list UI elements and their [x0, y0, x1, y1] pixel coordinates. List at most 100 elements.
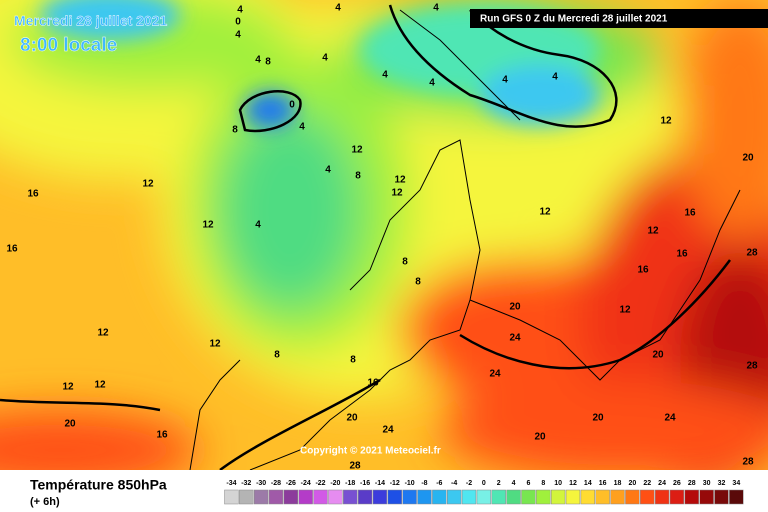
- contour-label: 12: [647, 226, 659, 237]
- scale-label: -24: [301, 480, 311, 487]
- scale-swatch: [328, 489, 343, 505]
- contour-label: 4: [255, 220, 261, 231]
- scale-swatch: [669, 489, 685, 505]
- contour-label: 28: [742, 457, 754, 468]
- contour-label: 12: [660, 116, 672, 127]
- copyright: Copyright © 2021 Meteociel.fr: [300, 446, 441, 457]
- scale-swatch: [343, 489, 358, 505]
- contour-label: 4: [235, 30, 241, 41]
- scale-label: -2: [466, 480, 472, 487]
- contour-label: 20: [592, 413, 604, 424]
- scale-label: -8: [421, 480, 427, 487]
- scale-label: -32: [241, 480, 251, 487]
- color-scale: -34 -32 -30 -28 -26 -24 -22 -20 -18 -16 -14 -12 -10-…: [224, 480, 744, 505]
- date-label: Mercredi 28 juillet 2021: [14, 13, 168, 29]
- contour-label: 16: [684, 208, 696, 219]
- contour-label: 4: [299, 122, 305, 133]
- contour-label: 12: [97, 328, 109, 339]
- contour-label: 4: [382, 70, 388, 81]
- contour-label: 4: [322, 53, 328, 64]
- scale-swatch: [283, 489, 298, 505]
- scale-swatch: [506, 489, 521, 505]
- contour-label: 16: [6, 244, 18, 255]
- scale-swatch: [417, 489, 432, 505]
- scale-label: -10: [405, 480, 415, 487]
- scale-label: -20: [330, 480, 340, 487]
- contour-label: 4: [335, 3, 341, 14]
- contour-label: 16: [156, 430, 168, 441]
- scale-swatch: [476, 489, 492, 505]
- scale-label: -14: [375, 480, 385, 487]
- contour-label: 12: [394, 175, 406, 186]
- contour-label: 4: [325, 165, 331, 176]
- scale-label: 4: [512, 480, 516, 487]
- contour-label: 4: [433, 3, 439, 14]
- scale-swatch: [268, 489, 284, 505]
- scale-swatch: [253, 489, 269, 505]
- scale-label: -26: [286, 480, 296, 487]
- scale-swatch: [714, 489, 729, 505]
- scale-swatch: [491, 489, 506, 505]
- scale-label: 12: [569, 480, 577, 487]
- scale-label: -28: [271, 480, 281, 487]
- contour-label: 4: [552, 72, 558, 83]
- contour-label: 16: [637, 265, 649, 276]
- scale-swatch: [372, 489, 388, 505]
- scale-label: 18: [614, 480, 622, 487]
- contour-label: 24: [664, 413, 676, 424]
- bold-isotherms: [0, 4, 731, 470]
- scale-label: -22: [315, 480, 325, 487]
- scale-swatch: [565, 489, 581, 505]
- contour-label: 0: [289, 100, 295, 111]
- contour-label: 8: [274, 350, 280, 361]
- time-label: 8:00 locale: [20, 35, 117, 56]
- contour-label: 12: [619, 305, 631, 316]
- scale-swatch: [550, 489, 566, 505]
- scale-label: 30: [703, 480, 711, 487]
- temperature-field: [0, 0, 768, 470]
- scale-swatch: [224, 489, 239, 505]
- contour-label: 8: [355, 171, 361, 182]
- scale-label: 32: [718, 480, 726, 487]
- scale-swatch: [387, 489, 402, 505]
- contour-label: 4: [255, 55, 261, 66]
- scale-label: -30: [256, 480, 266, 487]
- scale-swatch: [357, 489, 373, 505]
- contour-label: 0: [235, 17, 241, 28]
- contour-label: 16: [676, 249, 688, 260]
- contour-label: 20: [652, 350, 664, 361]
- contour-label: 20: [346, 413, 358, 424]
- scale-swatch: [610, 489, 625, 505]
- contour-label: 4: [237, 5, 243, 16]
- run-label: Run GFS 0 Z du Mercredi 28 juillet 2021: [480, 14, 668, 25]
- scale-swatch: [432, 489, 447, 505]
- contour-label: 12: [351, 145, 363, 156]
- scale-label: 0: [482, 480, 486, 487]
- scale-label: -12: [390, 480, 400, 487]
- contour-label: 8: [415, 277, 421, 288]
- footer-subtitle: (+ 6h): [30, 496, 60, 508]
- contour-label: 28: [746, 248, 758, 259]
- contour-label: 24: [509, 333, 521, 344]
- contour-label: 20: [742, 153, 754, 164]
- scale-swatch: [625, 489, 640, 505]
- contour-label: 28: [349, 461, 361, 472]
- scale-label: 6: [526, 480, 530, 487]
- contour-label: 8: [232, 125, 238, 136]
- contour-label: 12: [142, 179, 154, 190]
- scale-swatch: [654, 489, 670, 505]
- scale-label: -6: [436, 480, 442, 487]
- run-box: [470, 9, 768, 28]
- scale-label: 26: [673, 480, 681, 487]
- scale-label: -18: [345, 480, 355, 487]
- scale-swatch: [684, 489, 699, 505]
- contour-label: 12: [209, 339, 221, 350]
- scale-swatch: [521, 489, 536, 505]
- scale-swatch: [298, 489, 313, 505]
- contour-label: 12: [62, 382, 74, 393]
- scale-swatch: [239, 489, 254, 505]
- scale-swatch: [595, 489, 610, 505]
